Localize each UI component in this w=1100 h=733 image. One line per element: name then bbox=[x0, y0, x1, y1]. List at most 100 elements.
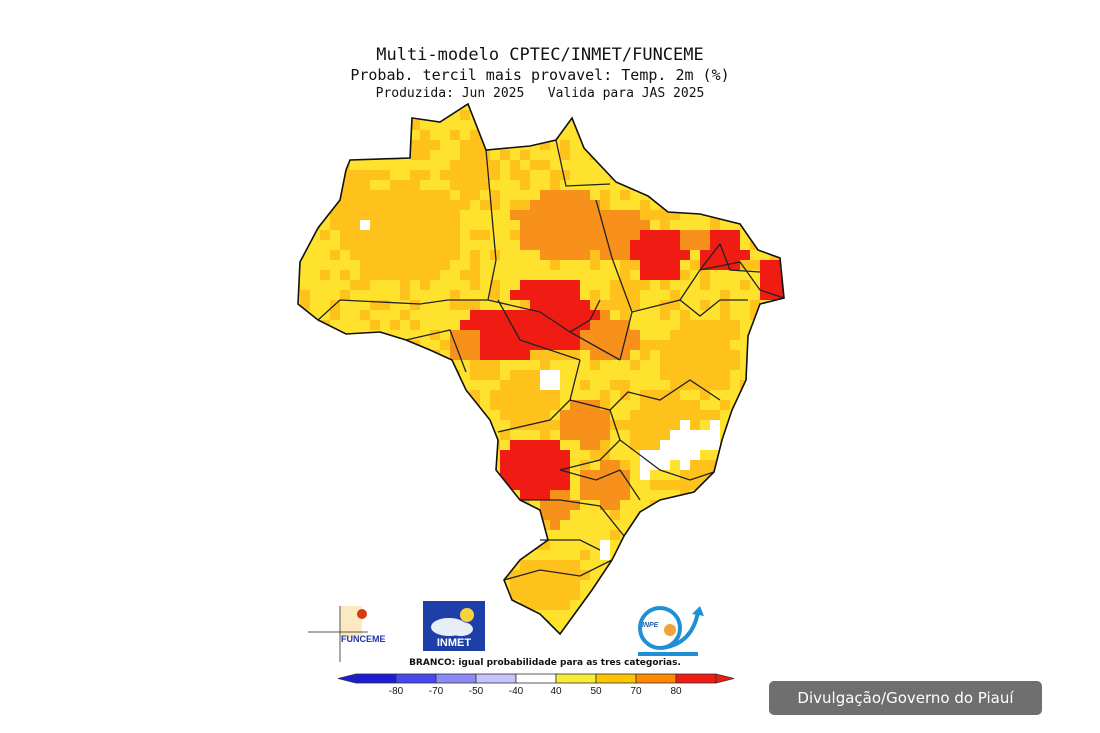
map-cell-red bbox=[580, 300, 590, 310]
map-cell-gold bbox=[750, 500, 760, 510]
map-cell-gold bbox=[450, 220, 460, 230]
map-cell-red bbox=[520, 290, 530, 300]
map-cell-gold bbox=[310, 340, 320, 350]
map-cell-gold bbox=[530, 600, 540, 610]
map-cell-red bbox=[540, 280, 550, 290]
map-cell-orange bbox=[610, 230, 620, 240]
map-cell-gold bbox=[390, 270, 400, 280]
map-cell-gold bbox=[540, 560, 550, 570]
map-cell-orange bbox=[560, 220, 570, 230]
map-title: Multi-modelo CPTEC/INMET/FUNCEME bbox=[376, 45, 704, 65]
map-cell-gold bbox=[340, 400, 350, 410]
map-cell-gold bbox=[730, 180, 740, 190]
map-cell-red bbox=[480, 340, 490, 350]
map-cell-orange bbox=[600, 330, 610, 340]
map-cell-red bbox=[550, 480, 560, 490]
map-cell-gold bbox=[710, 320, 720, 330]
map-cell-gold bbox=[680, 130, 690, 140]
map-cell-gold bbox=[370, 440, 380, 450]
map-cell-gold bbox=[670, 480, 680, 490]
map-cell-gold bbox=[730, 570, 740, 580]
map-cell-red bbox=[550, 460, 560, 470]
map-cell-gold bbox=[460, 410, 470, 420]
map-cell-gold bbox=[300, 300, 310, 310]
map-cell-gold bbox=[530, 560, 540, 570]
map-cell-gold bbox=[298, 160, 300, 170]
map-cell-red bbox=[520, 350, 530, 360]
map-cell-gold bbox=[298, 190, 300, 200]
map-cell-gold bbox=[730, 350, 740, 360]
map-cell-gold bbox=[320, 570, 330, 580]
map-cell-gold bbox=[720, 580, 730, 590]
map-cell-red bbox=[550, 470, 560, 480]
map-cell-red bbox=[740, 250, 750, 260]
map-cell-gold bbox=[410, 150, 420, 160]
map-cell-gold bbox=[440, 104, 450, 110]
map-cell-orange bbox=[630, 220, 640, 230]
map-cell-red bbox=[520, 330, 530, 340]
map-cell-red bbox=[540, 460, 550, 470]
map-cell-orange bbox=[580, 340, 590, 350]
map-cell-gold bbox=[700, 490, 710, 500]
map-cell-gold bbox=[490, 500, 500, 510]
map-cell-gold bbox=[720, 300, 730, 310]
map-cell-gold bbox=[490, 370, 500, 380]
map-cell-gold bbox=[630, 430, 640, 440]
map-cell-gold bbox=[360, 210, 370, 220]
map-cell-gold bbox=[690, 480, 700, 490]
map-cell-gold bbox=[720, 530, 730, 540]
map-cell-gold bbox=[370, 420, 380, 430]
map-cell-orange bbox=[570, 210, 580, 220]
map-cell-gold bbox=[420, 190, 430, 200]
map-cell-orange bbox=[620, 320, 630, 330]
map-cell-gold bbox=[710, 150, 720, 160]
map-cell-orange bbox=[590, 200, 600, 210]
map-cell-gold bbox=[640, 540, 650, 550]
map-cell-gold bbox=[440, 170, 450, 180]
map-cell-gold bbox=[410, 420, 420, 430]
map-cell-orange bbox=[610, 240, 620, 250]
map-cell-gold bbox=[300, 290, 310, 300]
map-cell-gold bbox=[760, 320, 770, 330]
map-cell-yellow bbox=[590, 510, 600, 520]
map-cell-yellow bbox=[600, 170, 610, 180]
map-cell-orange bbox=[570, 240, 580, 250]
map-cell-gold bbox=[700, 580, 710, 590]
map-cell-gold bbox=[600, 600, 610, 610]
map-cell-gold bbox=[310, 420, 320, 430]
map-cell-orange bbox=[590, 420, 600, 430]
map-cell-gold bbox=[530, 640, 540, 650]
map-cell-red bbox=[700, 250, 710, 260]
map-cell-orange bbox=[560, 500, 570, 510]
map-cell-red bbox=[540, 450, 550, 460]
map-cell-gold bbox=[570, 350, 580, 360]
map-cell-gold bbox=[330, 440, 340, 450]
map-cell-white bbox=[680, 420, 690, 430]
map-cell-gold bbox=[330, 104, 340, 110]
map-cell-gold bbox=[340, 130, 350, 140]
map-cell-orange bbox=[530, 200, 540, 210]
map-cell-yellow bbox=[570, 160, 580, 170]
map-cell-gold bbox=[700, 200, 710, 210]
map-cell-gold bbox=[790, 400, 800, 410]
map-cell-orange bbox=[450, 340, 460, 350]
map-cell-gold bbox=[550, 170, 560, 180]
map-cell-gold bbox=[620, 310, 630, 320]
map-cell-gold bbox=[390, 250, 400, 260]
map-cell-white bbox=[670, 440, 680, 450]
colorbar-min-arrow bbox=[337, 673, 357, 684]
map-cell-gold bbox=[410, 520, 420, 530]
map-cell-gold bbox=[690, 350, 700, 360]
inmet-label: INMET bbox=[436, 637, 472, 649]
map-cell-orange bbox=[580, 470, 590, 480]
map-cell-gold bbox=[420, 140, 430, 150]
map-cell-gold bbox=[700, 390, 710, 400]
map-cell-red bbox=[530, 440, 540, 450]
map-cell-gold bbox=[790, 190, 800, 200]
map-cell-gold bbox=[750, 210, 760, 220]
map-cell-gold bbox=[550, 600, 560, 610]
map-cell-gold bbox=[550, 350, 560, 360]
map-cell-yellow bbox=[580, 510, 590, 520]
map-cell-gold bbox=[340, 240, 350, 250]
map-cell-gold bbox=[750, 200, 760, 210]
